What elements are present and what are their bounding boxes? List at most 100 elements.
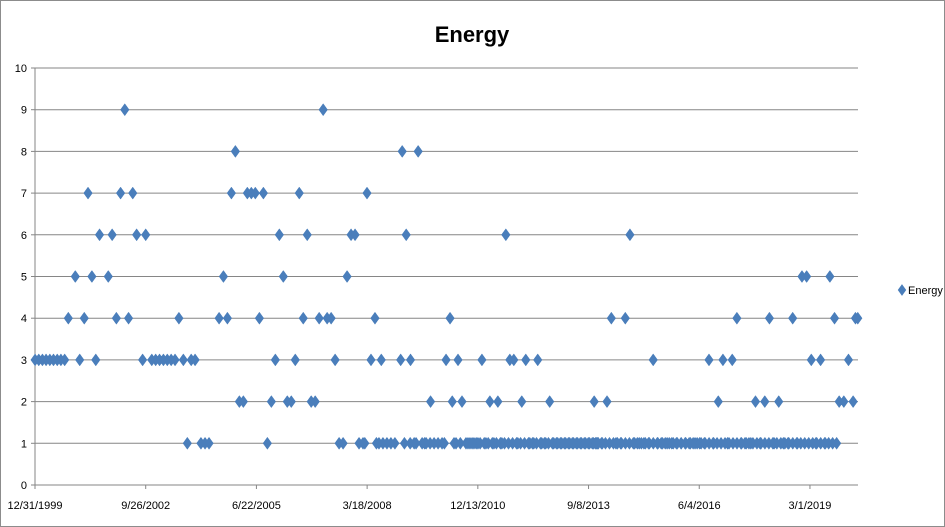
data-point <box>170 353 180 367</box>
data-point <box>137 353 148 367</box>
data-point <box>376 353 386 367</box>
data-point <box>401 228 411 242</box>
data-point <box>643 436 654 450</box>
data-point <box>218 270 229 283</box>
data-point <box>274 228 284 242</box>
data-point <box>258 186 269 200</box>
data-point <box>704 353 714 367</box>
data-point <box>222 311 233 325</box>
data-point <box>342 270 352 283</box>
data-point <box>182 436 192 450</box>
x-tick-label: 6/4/2016 <box>678 500 721 512</box>
data-point <box>732 311 742 325</box>
data-point <box>174 311 184 325</box>
data-point <box>625 228 635 242</box>
data-point <box>589 395 599 409</box>
legend-marker <box>897 284 907 296</box>
data-point <box>485 395 495 409</box>
data-point <box>390 436 400 450</box>
data-point <box>593 436 603 450</box>
data-point <box>606 311 616 325</box>
data-point <box>620 311 630 325</box>
data-point <box>87 270 97 283</box>
data-point <box>190 353 200 367</box>
data-point <box>83 186 93 200</box>
x-tick-label: 9/8/2013 <box>567 500 610 512</box>
data-point <box>75 353 85 367</box>
data-point <box>405 353 416 367</box>
data-point <box>829 311 840 325</box>
data-point <box>447 395 457 409</box>
data-point <box>314 311 324 325</box>
data-point <box>545 395 555 409</box>
data-point <box>366 353 376 367</box>
data-point <box>774 395 784 409</box>
x-tick-label: 12/13/2010 <box>450 500 505 512</box>
data-point <box>294 186 304 200</box>
y-tick-label: 0 <box>21 480 27 492</box>
y-tick-label: 7 <box>21 188 27 200</box>
data-point <box>806 353 816 367</box>
data-point <box>713 395 723 409</box>
data-point <box>266 395 276 409</box>
y-tick-label: 2 <box>21 397 27 409</box>
data-point <box>310 395 320 409</box>
data-point <box>445 311 455 325</box>
data-point <box>792 436 802 450</box>
data-point <box>262 436 273 450</box>
data-point <box>123 311 134 325</box>
data-point <box>755 436 765 450</box>
data-point <box>760 395 770 409</box>
data-point <box>853 311 863 325</box>
data-point <box>769 436 779 450</box>
data-point <box>425 395 436 409</box>
data-point <box>238 395 248 409</box>
x-tick-label: 9/26/2002 <box>121 500 170 512</box>
data-point <box>820 436 830 450</box>
data-point <box>254 311 265 325</box>
data-point <box>815 353 826 367</box>
data-point <box>132 228 142 242</box>
y-tick-label: 9 <box>21 105 27 117</box>
data-point <box>362 186 372 200</box>
x-tick-label: 3/1/2019 <box>789 500 832 512</box>
x-tick-label: 3/18/2008 <box>343 500 392 512</box>
data-point <box>326 311 336 325</box>
data-point <box>439 436 450 450</box>
y-tick-label: 4 <box>21 313 27 325</box>
data-point <box>453 353 463 367</box>
data-point <box>602 395 612 409</box>
data-point <box>103 270 113 283</box>
data-point <box>350 228 360 242</box>
data-point <box>699 436 709 450</box>
data-point <box>709 436 719 450</box>
y-tick-label: 10 <box>15 63 27 75</box>
data-point <box>616 436 626 450</box>
data-point <box>302 228 312 242</box>
data-point <box>718 353 728 367</box>
data-point <box>648 353 658 367</box>
data-point <box>79 311 89 325</box>
data-point <box>290 353 300 367</box>
data-point <box>420 436 430 450</box>
legend-label: Energy <box>908 285 943 297</box>
data-point <box>441 353 451 367</box>
data-point <box>764 311 775 325</box>
data-point <box>270 353 280 367</box>
data-point <box>278 270 288 283</box>
data-point <box>843 353 854 367</box>
y-tick-label: 6 <box>21 230 27 242</box>
y-tick-label: 5 <box>21 272 27 284</box>
data-point <box>70 270 80 283</box>
data-point <box>477 353 487 367</box>
data-point <box>115 186 126 200</box>
data-point <box>141 228 151 242</box>
data-point <box>517 395 527 409</box>
data-point <box>60 353 70 367</box>
data-point <box>111 311 121 325</box>
y-tick-label: 1 <box>21 438 27 450</box>
x-axis: 12/31/1999 9/26/2002 6/22/2005 3/18/2008 12/… <box>7 485 831 512</box>
data-point <box>397 144 407 158</box>
data-point <box>825 270 835 283</box>
